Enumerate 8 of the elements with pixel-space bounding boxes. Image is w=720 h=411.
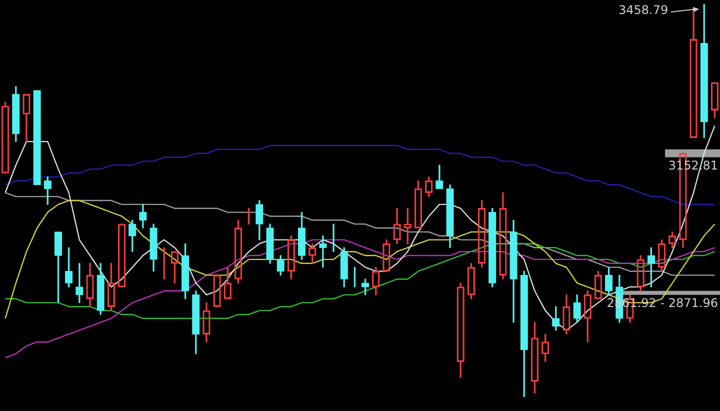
candlestick xyxy=(446,184,454,248)
candlestick xyxy=(573,294,581,323)
candlestick xyxy=(319,236,327,268)
candlestick xyxy=(510,220,518,323)
annotation: 3458.79 xyxy=(618,3,668,18)
candlestick xyxy=(266,224,274,264)
candlestick xyxy=(150,224,158,272)
candlestick xyxy=(139,204,147,228)
